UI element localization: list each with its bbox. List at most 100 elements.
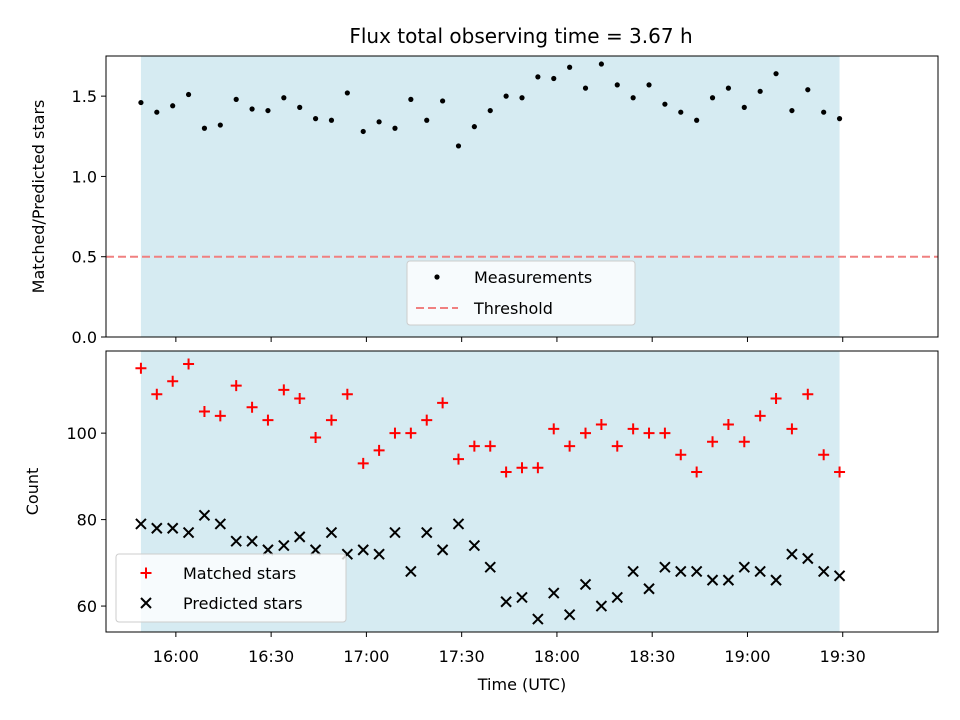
predicted-star-point (246, 535, 258, 547)
predicted-star-point (595, 600, 608, 612)
predicted-star-point (294, 531, 306, 543)
predicted-star-point (532, 613, 544, 625)
x-tick-label: 19:00 (724, 647, 770, 666)
measurement-point (709, 95, 716, 101)
top-legend-box (406, 260, 636, 326)
matched-star-point (310, 431, 322, 443)
measurement-point (424, 117, 430, 123)
matched-star-point (452, 453, 464, 465)
measurement-point (408, 96, 414, 102)
matched-star-point (484, 440, 496, 452)
matched-star-point (516, 462, 528, 474)
measurement-point (154, 109, 160, 115)
measurement-point (360, 128, 366, 135)
matched-star-point (707, 436, 719, 448)
bottom-legend-box (115, 553, 347, 623)
matched-star-point (643, 427, 655, 439)
predicted-star-point (182, 526, 195, 539)
top-y-ticks: 0.0 0.5 1.0 1.5 (72, 87, 106, 347)
measurement-point (678, 109, 684, 115)
predicted-star-point (770, 574, 782, 586)
matched-star-point (246, 401, 258, 413)
predicted-star-point (516, 591, 528, 604)
matched-star-point (564, 440, 576, 452)
measurement-point (551, 75, 557, 82)
matched-star-point (532, 462, 544, 474)
measurement-point (249, 106, 255, 112)
measurement-point (455, 143, 462, 149)
top-legend: Measurements Threshold (406, 260, 636, 326)
y-tick-label: 80 (77, 511, 97, 530)
measurement-point (265, 107, 271, 114)
measurement-point (821, 109, 827, 115)
x-tick-label: 18:00 (534, 647, 580, 666)
matched-star-point (722, 418, 734, 430)
y-tick-label: 1.0 (72, 167, 97, 186)
y-tick-label: 1.5 (72, 87, 97, 106)
measurement-point (836, 116, 843, 122)
x-tick-label: 16:30 (248, 647, 294, 666)
measurement-point (662, 101, 668, 107)
predicted-star-point (373, 548, 385, 560)
matched-star-point (834, 466, 846, 478)
predicted-star-point (151, 522, 163, 534)
matched-star-point (183, 358, 195, 370)
y-tick-label: 60 (77, 597, 97, 616)
measurement-point (217, 122, 223, 128)
legend-predicted-marker (140, 597, 152, 609)
measurement-point (694, 117, 700, 123)
measurement-point (503, 93, 509, 99)
measurement-points (138, 61, 843, 149)
matched-star-point (262, 414, 274, 426)
predicted-star-point (468, 539, 481, 552)
matched-star-point (357, 457, 369, 469)
predicted-star-point (754, 565, 766, 578)
bottom-y-ticks: 60 80 100 (66, 424, 106, 616)
predicted-star-point (262, 544, 274, 556)
legend-plus-symbol (140, 567, 152, 579)
measurement-point (328, 117, 335, 123)
legend-measurement-marker (434, 274, 440, 280)
measurement-point (138, 99, 144, 106)
ratio-panel: 0.0 0.5 1.0 1.5 Matched/Predicted stars Mea… (29, 55, 939, 347)
x-tick-label: 17:30 (439, 647, 485, 666)
measurement-point (471, 124, 477, 130)
x-tick-label: 16:00 (153, 647, 199, 666)
predicted-star-point (230, 535, 242, 547)
predicted-star-point (421, 526, 433, 539)
measurement-point (312, 116, 319, 122)
predicted-star-point (627, 565, 639, 578)
predicted-star-point (452, 518, 465, 530)
bottom-y-axis-label: Count (23, 468, 42, 516)
measurement-point (773, 71, 779, 77)
predicted-star-point (548, 587, 560, 599)
matched-star-point (294, 393, 306, 405)
measurement-point (535, 74, 541, 80)
bottom-x-ticks: 16:00 16:30 17:00 17:30 18:00 18:30 19:00 19:30 (153, 632, 866, 666)
predicted-star-point (484, 561, 496, 573)
legend-matched-marker (140, 567, 152, 579)
matched-star-point (230, 380, 242, 392)
measurement-point (614, 82, 620, 88)
matched-star-point (437, 397, 449, 409)
matched-star-point (738, 436, 750, 448)
measurement-point (805, 87, 811, 93)
matched-star-point (389, 427, 401, 439)
predicted-star-point (198, 509, 211, 521)
predicted-star-point (722, 574, 735, 586)
matched-star-point (198, 406, 210, 418)
matched-star-point (786, 423, 798, 435)
legend-label-threshold: Threshold (473, 299, 553, 318)
predicted-star-point (659, 561, 671, 573)
predicted-star-point (389, 526, 401, 539)
x-tick-label: 19:30 (820, 647, 866, 666)
bottom-axes-frame (105, 350, 939, 633)
top-axes-frame (105, 55, 939, 338)
measurement-point (281, 95, 287, 101)
measurement-point (376, 119, 382, 125)
matched-star-point (580, 427, 592, 439)
predicted-star-point (309, 544, 322, 556)
matched-star-point (754, 410, 766, 422)
x-axis-label: Time (UTC) (477, 675, 566, 694)
